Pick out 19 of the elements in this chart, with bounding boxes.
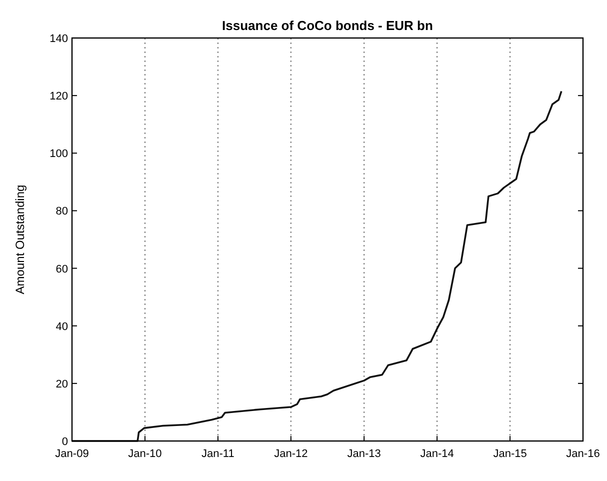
y-tick-label: 20 xyxy=(56,378,68,390)
x-tick-label: Jan-14 xyxy=(420,448,454,460)
line-series xyxy=(71,90,562,442)
x-tick-label: Jan-13 xyxy=(347,448,381,460)
y-tick-label: 40 xyxy=(56,320,68,333)
x-tick-label: Jan-12 xyxy=(274,448,308,460)
x-tick-label: Jan-09 xyxy=(55,448,89,460)
y-axis-title: Amount Outstanding xyxy=(13,184,27,294)
y-tick-label: 0 xyxy=(62,436,68,448)
chart-title: Issuance of CoCo bonds - EUR bn xyxy=(222,18,433,33)
x-tick-label: Jan-16 xyxy=(566,448,600,460)
y-tick-label: 80 xyxy=(56,206,68,218)
y-tick-label: 60 xyxy=(56,263,68,276)
y-tick-label: 140 xyxy=(50,33,68,45)
x-tick-label: Jan-10 xyxy=(128,448,162,460)
y-tick-label: 100 xyxy=(50,148,68,160)
y-tick-label: 120 xyxy=(50,90,68,103)
x-tick-label: Jan-11 xyxy=(202,448,234,460)
x-tick-label: Jan-15 xyxy=(493,448,527,460)
